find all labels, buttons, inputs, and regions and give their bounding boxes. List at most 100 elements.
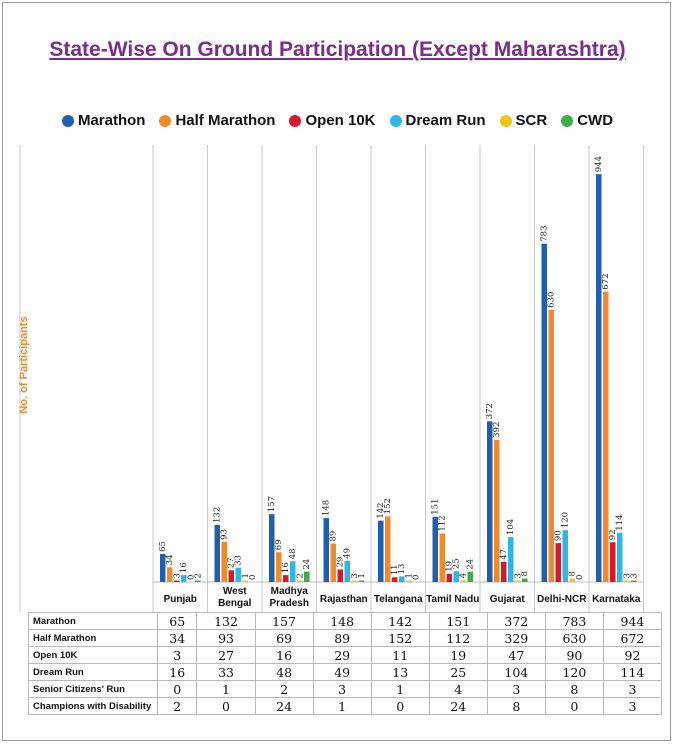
table-cell: 65 <box>156 612 198 630</box>
table-cell: 3 <box>156 646 198 664</box>
table-cell: 372 <box>486 612 546 630</box>
bar-value-label: 90 <box>554 530 564 541</box>
table-cell: 0 <box>196 697 256 715</box>
table-row: Marathon 65 132 157 148 142 151 372 783 944 <box>28 612 663 630</box>
bar-value-label: 47 <box>499 549 509 560</box>
bar-value-label: 3 <box>513 573 523 578</box>
bar <box>242 580 248 582</box>
bar <box>555 543 561 582</box>
row-label: Champions with Disability <box>28 697 158 715</box>
bar-value-label: 34 <box>165 554 175 565</box>
bar-value-label: 0 <box>575 575 585 580</box>
table-cell: 112 <box>428 629 488 647</box>
bar <box>603 291 609 582</box>
legend-marker <box>499 114 512 127</box>
table-cell: 16 <box>254 646 314 664</box>
legend-label: Dream Run <box>405 112 486 129</box>
bar-value-label: 148 <box>322 500 332 516</box>
x-tick-label: Madhya <box>271 586 309 597</box>
bar <box>453 571 459 582</box>
bar-value-label: 65 <box>158 541 168 552</box>
row-label: Marathon <box>28 612 158 630</box>
bar-value-label: 104 <box>506 519 516 535</box>
x-tick-label: Delhi-NCR <box>537 594 587 605</box>
bar-value-label: 69 <box>274 539 284 550</box>
bar-value-label: 27 <box>227 558 237 569</box>
table-cell: 132 <box>196 612 256 630</box>
bar-value-label: 25 <box>452 558 462 569</box>
bar <box>522 578 528 582</box>
bar-value-label: 630 <box>547 292 557 308</box>
table-cell: 151 <box>428 612 488 630</box>
table-row: Open 10K 3 27 16 29 11 19 47 90 92 <box>28 646 663 664</box>
bar <box>269 514 275 582</box>
bar-value-label: 48 <box>288 548 298 559</box>
bar-value-label: 672 <box>601 273 611 289</box>
table-cell: 3 <box>486 680 546 698</box>
table-cell: 25 <box>428 663 488 681</box>
table-row: Champions with Disability 2 0 24 1 0 24 8 0 3 <box>28 697 663 715</box>
bar <box>385 516 391 582</box>
bar-value-label: 19 <box>445 561 455 572</box>
table-cell: 1 <box>312 697 372 715</box>
bar-value-label: 3 <box>622 573 632 578</box>
table-cell: 24 <box>428 697 488 715</box>
table-cell: 3 <box>312 680 372 698</box>
legend: Marathon Half Marathon Open 10K Dream Run SC… <box>0 112 675 129</box>
bar <box>392 577 398 582</box>
bar-value-label: 151 <box>431 499 441 515</box>
table-cell: 148 <box>312 612 372 630</box>
bar-value-label: 89 <box>329 531 339 542</box>
bar <box>181 575 187 582</box>
y-axis-label: No. of Participants <box>18 316 30 414</box>
table-cell: 2 <box>156 697 198 715</box>
bar-value-label: 0 <box>411 575 421 580</box>
bar <box>337 569 343 582</box>
bar-value-label: 3 <box>629 573 639 578</box>
table-cell: 944 <box>602 612 663 630</box>
table-cell: 120 <box>544 663 604 681</box>
bar-value-label: 0 <box>186 575 196 580</box>
bar-value-label: 152 <box>383 498 393 514</box>
bar-value-label: 49 <box>343 548 353 559</box>
table-cell: 630 <box>544 629 604 647</box>
bar-value-label: 1 <box>404 573 414 578</box>
bar <box>501 561 507 582</box>
table-cell: 93 <box>196 629 256 647</box>
table-cell: 142 <box>370 612 430 630</box>
bar <box>228 570 234 582</box>
bar-value-label: 392 <box>492 422 502 438</box>
table-cell: 672 <box>602 629 663 647</box>
bar-value-label: 93 <box>220 529 230 540</box>
bar-value-label: 24 <box>302 559 312 570</box>
bar <box>432 516 438 582</box>
table-cell: 24 <box>254 697 314 715</box>
table-cell: 92 <box>602 646 663 664</box>
table-cell: 1 <box>196 680 256 698</box>
bar-value-label: 8 <box>568 571 578 576</box>
table-cell: 1 <box>370 680 430 698</box>
table-cell: 2 <box>254 680 314 698</box>
x-tick-label: West <box>223 586 247 597</box>
bar <box>160 553 166 582</box>
bar <box>631 580 637 582</box>
bar-value-label: 8 <box>520 571 530 576</box>
table-cell: 47 <box>486 646 546 664</box>
row-label: Open 10K <box>28 646 158 664</box>
bar <box>351 580 357 582</box>
bar <box>548 309 554 582</box>
x-tick-label: Punjab <box>164 594 197 605</box>
bar <box>487 421 493 582</box>
x-tick-label: Bengal <box>218 598 252 609</box>
table-cell: 8 <box>544 680 604 698</box>
bar-value-label: 3 <box>350 573 360 578</box>
table-cell: 0 <box>370 697 430 715</box>
legend-label: CWD <box>577 112 614 129</box>
table-cell: 27 <box>196 646 256 664</box>
bar <box>330 543 336 582</box>
table-cell: 783 <box>544 612 604 630</box>
x-tick-label: Gujarat <box>490 594 526 605</box>
table-cell: 8 <box>486 697 546 715</box>
data-table: Marathon 65 132 157 148 142 151 372 783 944 Half M… <box>28 612 663 715</box>
